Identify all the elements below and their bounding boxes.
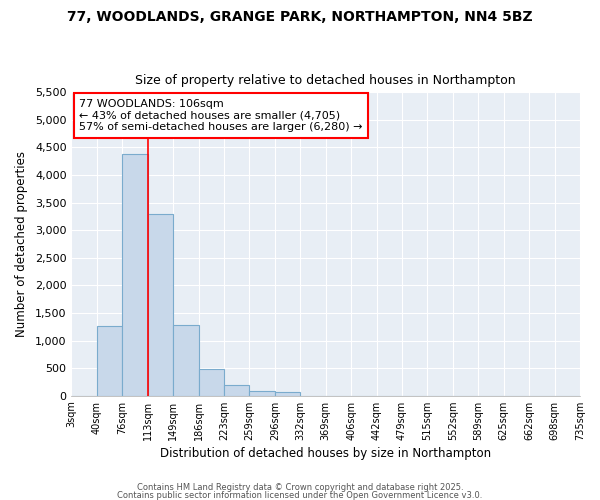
Bar [97, 326, 122, 396]
X-axis label: Distribution of detached houses by size in Northampton: Distribution of detached houses by size … [160, 447, 491, 460]
Text: Contains HM Land Registry data © Crown copyright and database right 2025.: Contains HM Land Registry data © Crown c… [137, 484, 463, 492]
Bar [275, 392, 300, 396]
Y-axis label: Number of detached properties: Number of detached properties [15, 151, 28, 337]
Bar [199, 368, 224, 396]
Bar [250, 390, 275, 396]
Bar [224, 384, 250, 396]
Bar [122, 154, 148, 396]
Title: Size of property relative to detached houses in Northampton: Size of property relative to detached ho… [136, 74, 516, 87]
Bar [148, 214, 173, 396]
Text: 77, WOODLANDS, GRANGE PARK, NORTHAMPTON, NN4 5BZ: 77, WOODLANDS, GRANGE PARK, NORTHAMPTON,… [67, 10, 533, 24]
Text: Contains public sector information licensed under the Open Government Licence v3: Contains public sector information licen… [118, 490, 482, 500]
Bar [173, 325, 199, 396]
Text: 77 WOODLANDS: 106sqm
← 43% of detached houses are smaller (4,705)
57% of semi-de: 77 WOODLANDS: 106sqm ← 43% of detached h… [79, 99, 362, 132]
